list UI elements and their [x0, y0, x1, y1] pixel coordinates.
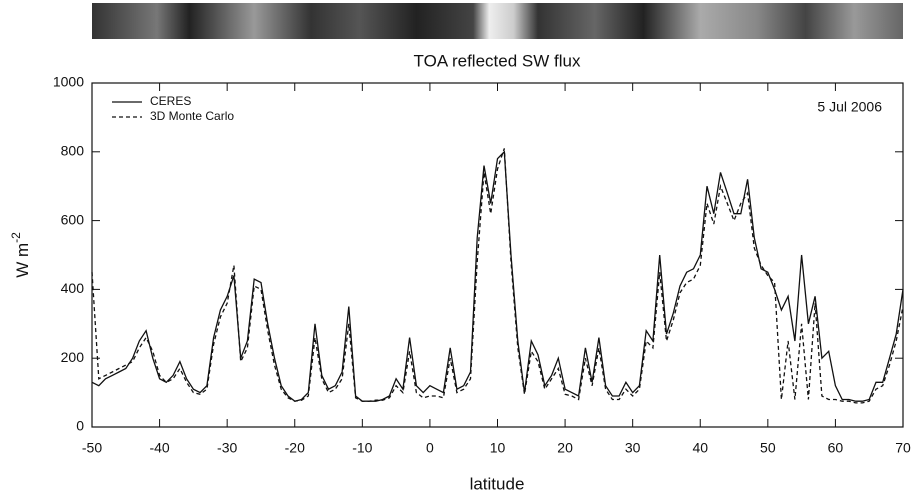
y-tick-label: 400	[61, 280, 85, 296]
satellite-strip	[92, 3, 903, 39]
y-tick-label: 800	[61, 143, 85, 159]
x-tick-label: -10	[352, 440, 372, 456]
annotation: 5 Jul 2006	[817, 99, 882, 115]
x-tick-label: 20	[557, 440, 573, 456]
series-line	[91, 150, 904, 402]
chart-title: TOA reflected SW flux	[414, 51, 581, 70]
x-tick-label: 30	[625, 440, 641, 456]
y-tick-label: 0	[76, 418, 84, 434]
y-tick-label: 1000	[53, 74, 84, 90]
x-tick-label: 70	[895, 440, 911, 456]
legend-label: CERES	[150, 94, 191, 108]
y-tick-label: 600	[61, 211, 85, 227]
x-tick-label: -50	[82, 440, 102, 456]
x-tick-label: 10	[490, 440, 506, 456]
series-line	[91, 148, 904, 404]
y-tick-label: 200	[61, 349, 85, 365]
legend-label: 3D Monte Carlo	[150, 109, 234, 123]
x-tick-label: 60	[828, 440, 844, 456]
y-axis-label: W m-2	[9, 232, 32, 278]
x-tick-label: 0	[426, 440, 434, 456]
x-tick-label: 40	[692, 440, 708, 456]
plot-frame	[91, 82, 904, 428]
x-tick-label: -40	[149, 440, 169, 456]
x-tick-label: -30	[217, 440, 237, 456]
x-tick-label: 50	[760, 440, 776, 456]
x-tick-label: -20	[285, 440, 305, 456]
x-axis-label: latitude	[470, 474, 525, 493]
